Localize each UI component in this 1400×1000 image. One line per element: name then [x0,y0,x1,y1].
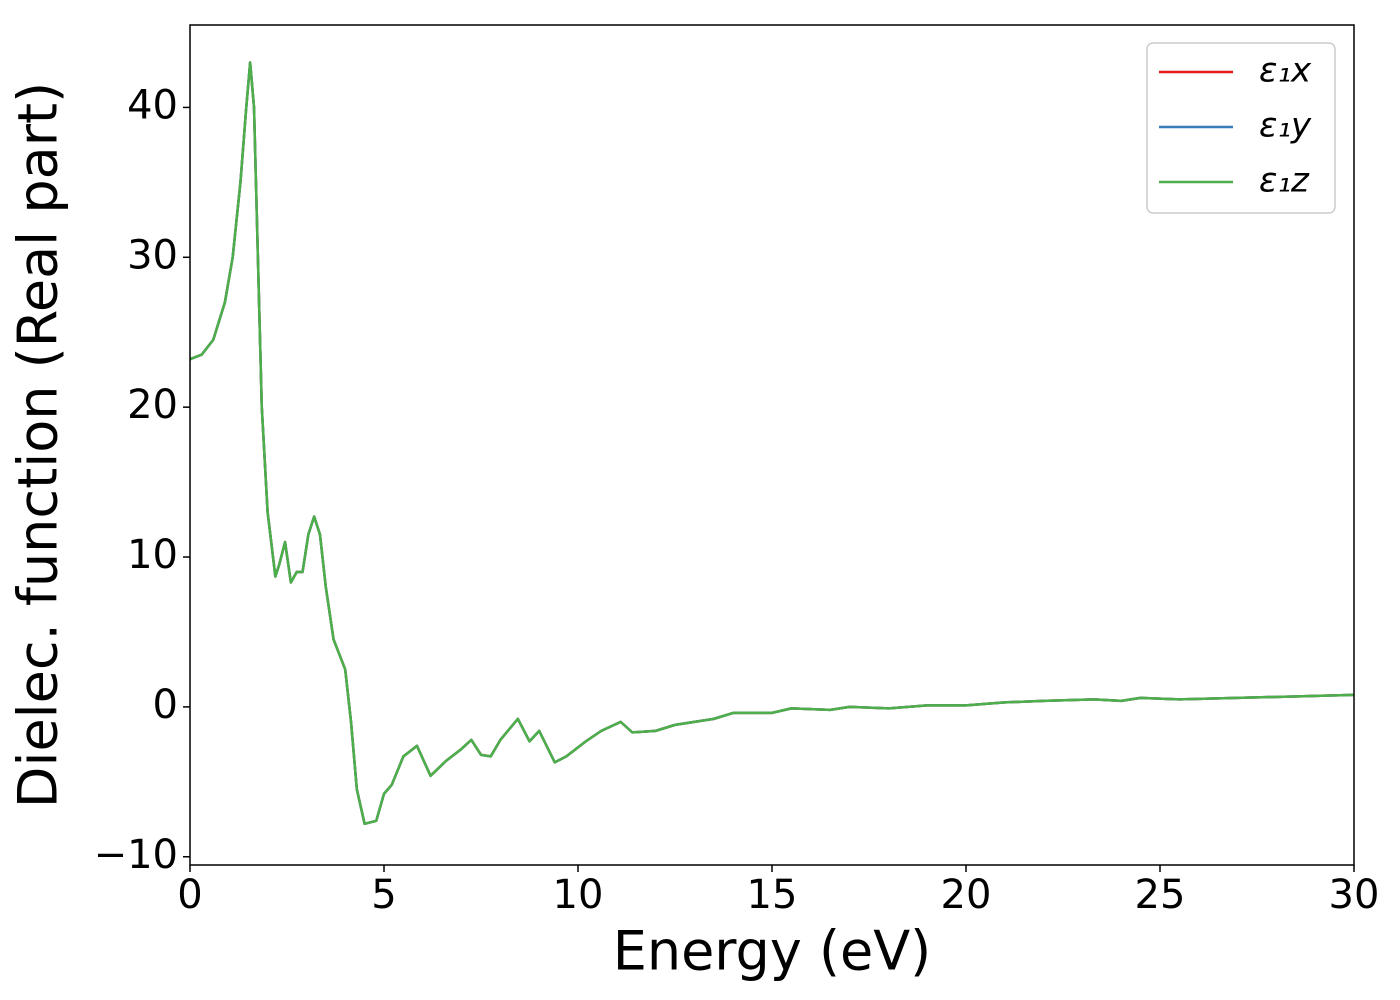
legend-label: ε₁x [1259,51,1312,91]
x-axis-label: Energy (eV) [613,920,932,983]
x-tick-label: 30 [1329,872,1380,918]
x-tick-label: 20 [941,872,992,918]
y-axis-label: Dielec. function (Real part) [7,82,70,808]
y-tick-label: 10 [127,532,178,578]
y-tick-label: 30 [127,232,178,278]
x-tick-label: 25 [1135,872,1186,918]
y-tick-label: 0 [153,682,178,728]
y-tick-label: 40 [127,82,178,128]
x-tick-label: 5 [371,872,396,918]
legend-label: ε₁z [1259,161,1310,201]
y-tick-label: −10 [94,832,178,878]
x-tick-label: 15 [747,872,798,918]
legend-box [1146,42,1336,214]
plot-frame [189,24,1355,866]
y-tick-label: 20 [127,382,178,428]
x-tick-label: 0 [177,872,202,918]
x-tick-label: 10 [553,872,604,918]
data-line [189,61,1355,826]
legend-label: ε₁y [1259,106,1312,146]
